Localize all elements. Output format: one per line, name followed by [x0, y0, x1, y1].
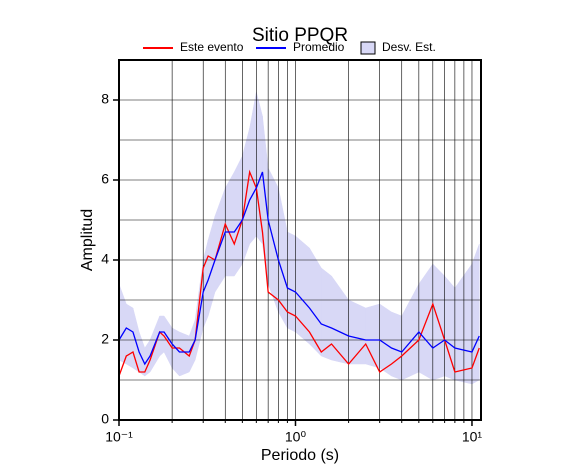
x-tick-label: 10¹: [462, 429, 483, 445]
std-band: [118, 283, 127, 365]
legend-label: Desv. Est.: [382, 40, 436, 54]
y-axis-label: Amplitud: [79, 209, 96, 271]
std-band: [234, 155, 243, 277]
legend-swatch: [360, 41, 376, 55]
y-tick-label: 8: [101, 91, 109, 107]
x-tick-label: 10⁻¹: [105, 429, 133, 445]
x-tick-label: 10⁰: [285, 429, 307, 445]
y-tick-label: 6: [101, 171, 109, 187]
std-band: [126, 303, 134, 369]
y-tick-label: 2: [101, 331, 109, 347]
std-band: [171, 327, 180, 377]
std-band: [444, 275, 456, 381]
std-band: [202, 239, 209, 329]
std-band: [331, 275, 349, 365]
std-band: [295, 235, 310, 345]
x-axis-label: Periodo (s): [261, 447, 339, 464]
series-line: [118, 171, 480, 366]
std-band: [391, 311, 402, 381]
std-band: [321, 267, 332, 361]
std-band: [471, 243, 480, 385]
plot-frame: [118, 59, 482, 421]
std-band: [287, 231, 296, 333]
std-band: [454, 263, 473, 385]
chart-title: Sitio PPQR: [252, 25, 348, 46]
legend-label: Promedio: [293, 40, 345, 54]
std-band: [225, 171, 235, 277]
std-band: [401, 283, 420, 381]
y-tick-label: 0: [101, 411, 109, 427]
std-band: [249, 91, 257, 245]
legend-label: Este evento: [180, 40, 244, 54]
y-tick-label: 4: [101, 251, 109, 267]
std-band: [207, 215, 216, 317]
